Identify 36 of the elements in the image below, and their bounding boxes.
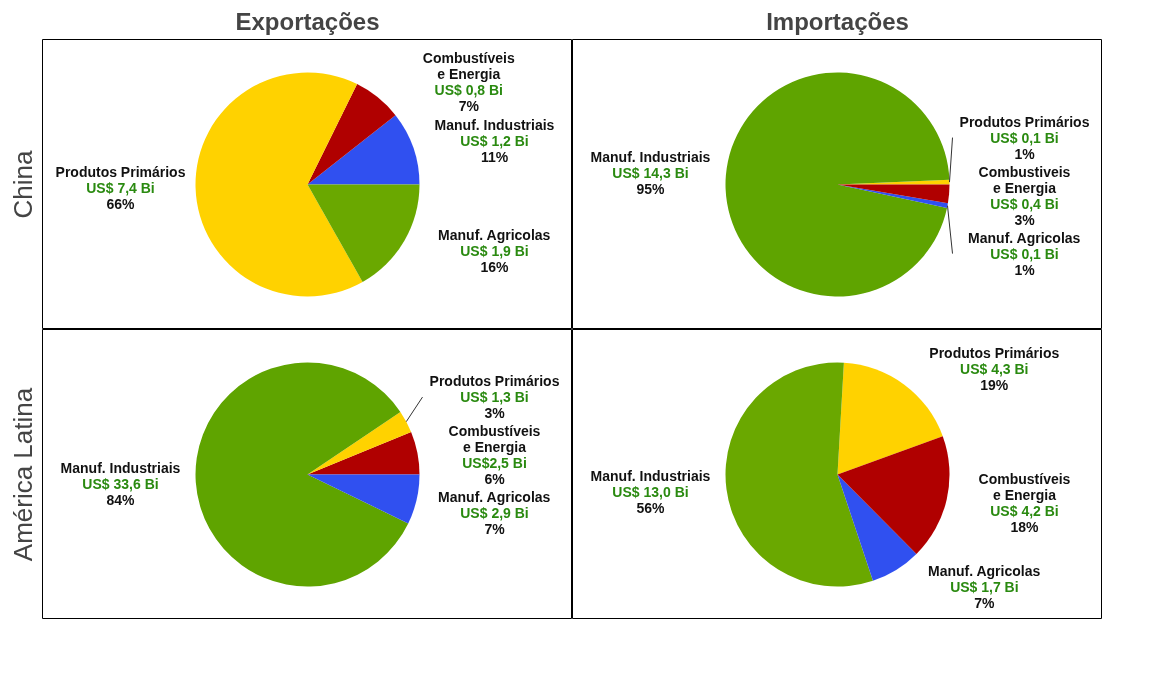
- data-label: US$ 13,0 Bi 56%: [612, 483, 689, 516]
- text: América Latina: [7, 387, 38, 562]
- slice-label: Manuf. Agricolas: [438, 489, 551, 506]
- data-label: US$ 7,4 Bi 66%: [86, 180, 155, 213]
- data-label: US$ 1,7 Bi 7%: [950, 578, 1019, 611]
- chart-title: Importações: [766, 7, 909, 35]
- slice-label: Manuf. Industriais: [590, 467, 711, 484]
- slice-label: Manuf. Agricolas: [927, 562, 1041, 579]
- data-label: US$ 1,9 Bi 16%: [460, 243, 529, 276]
- data-label: US$ 0,4 Bi 3%: [990, 195, 1059, 228]
- data-label: US$ 0,1 Bi 1%: [990, 129, 1059, 162]
- data-label: US$ 0,1 Bi 1%: [990, 245, 1059, 278]
- slice-label: Manuf. Industriais: [434, 117, 555, 134]
- data-label: US$ 1,3 Bi 3%: [460, 389, 529, 422]
- slice-label: Combustíveis e Energia: [448, 423, 541, 456]
- data-label: US$2,5 Bi 6%: [462, 455, 527, 488]
- data-label: US$ 4,3 Bi 19%: [960, 360, 1029, 393]
- slice-label: Manuf. Agricolas: [438, 227, 551, 244]
- slice-label: Produtos Primários: [929, 344, 1060, 361]
- data-label: US$ 33,6 Bi 84%: [82, 475, 159, 508]
- slice-label: Manuf. Industriais: [590, 149, 711, 166]
- data-label: US$ 0,8 Bi 7%: [434, 81, 504, 114]
- data-label: US$ 1,2 Bi 11%: [460, 133, 529, 166]
- slice-label: Combustiveis e Energia: [978, 163, 1071, 196]
- slice-label: Combustíveis e Energia: [978, 471, 1071, 504]
- data-label: US$ 4,2 Bi 18%: [990, 503, 1059, 536]
- text: China: [7, 149, 38, 219]
- data-label: US$ 14,3 Bi 95%: [612, 165, 689, 198]
- slice-label: Produtos Primários: [55, 164, 186, 181]
- slice-label: Manuf. Industriais: [60, 459, 181, 476]
- slice-label: Produtos Primários: [429, 373, 560, 390]
- slice-label: Combustíveis e Energia: [422, 49, 515, 82]
- chart-title: Exportações: [235, 7, 380, 35]
- slice-label: Produtos Primários: [959, 113, 1090, 130]
- data-label: US$ 2,9 Bi 7%: [460, 505, 529, 538]
- slice-label: Manuf. Agricolas: [968, 229, 1081, 246]
